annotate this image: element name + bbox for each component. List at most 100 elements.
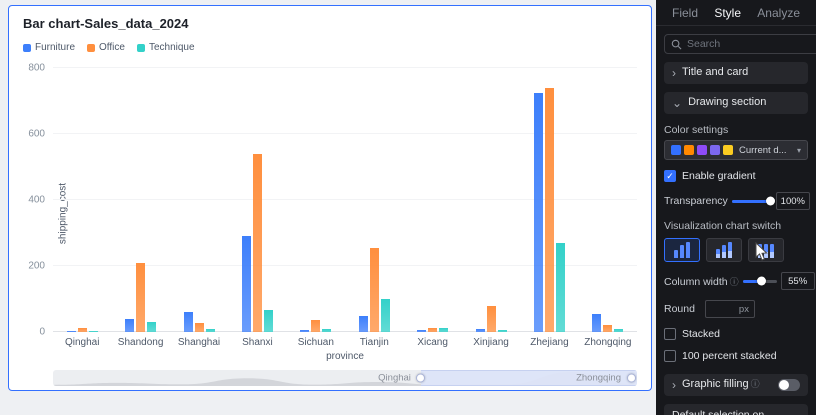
- bar-groups: [53, 68, 637, 332]
- bar-furniture[interactable]: [241, 236, 251, 332]
- palette-color-swatch: [684, 145, 694, 155]
- bar-office[interactable]: [486, 305, 496, 332]
- viz-option-grouped-bar[interactable]: [706, 238, 742, 262]
- legend-label: Furniture: [35, 42, 76, 53]
- bar-furniture[interactable]: [300, 330, 310, 332]
- bar-office[interactable]: [544, 87, 554, 332]
- stacked-label: Stacked: [682, 328, 720, 340]
- datazoom-right-handle[interactable]: [627, 373, 636, 383]
- bar-technique[interactable]: [497, 330, 507, 332]
- viz-option-basic-bar[interactable]: [664, 238, 700, 262]
- bar-technique[interactable]: [205, 329, 215, 332]
- bar-office[interactable]: [369, 247, 379, 332]
- legend-label: Office: [99, 42, 125, 53]
- x-axis-label: Shanghai: [177, 337, 221, 348]
- bar-furniture[interactable]: [475, 329, 485, 332]
- bar-technique[interactable]: [147, 322, 157, 332]
- search-input[interactable]: [687, 38, 816, 50]
- gridline: [53, 67, 637, 68]
- palette-color-swatch: [710, 145, 720, 155]
- bar-group-qinghai[interactable]: [53, 68, 111, 332]
- legend-item-technique[interactable]: Technique: [136, 42, 195, 53]
- bar-group-shanxi[interactable]: [228, 68, 286, 332]
- bar-office[interactable]: [311, 320, 321, 332]
- enable-gradient-row: ✓ Enable gradient: [664, 170, 808, 182]
- bar-group-sichuan[interactable]: [287, 68, 345, 332]
- bar-group-shanghai[interactable]: [170, 68, 228, 332]
- bar-technique[interactable]: [439, 328, 449, 332]
- y-axis-tick: 0: [39, 326, 45, 338]
- bar-group-xinjiang[interactable]: [462, 68, 520, 332]
- x-axis-title: province: [326, 351, 364, 362]
- bar-technique[interactable]: [88, 331, 98, 332]
- bar-technique[interactable]: [555, 242, 565, 332]
- column-width-row: Column width ⓘ 55%: [664, 272, 815, 290]
- section-mobile-default[interactable]: Default selection on mobile end: [664, 404, 808, 415]
- section-title-and-card[interactable]: › Title and card: [664, 62, 808, 84]
- search-row: ⋮: [664, 34, 816, 54]
- slider-handle[interactable]: [757, 276, 767, 286]
- slider-fill: [742, 279, 762, 283]
- palette-dropdown[interactable]: Current d... ▾: [664, 140, 808, 160]
- enable-gradient-label: Enable gradient: [682, 170, 756, 182]
- bar-furniture[interactable]: [417, 330, 427, 332]
- mini-bar-icon: [764, 244, 768, 258]
- search-box[interactable]: [664, 34, 816, 54]
- bar-technique[interactable]: [380, 299, 390, 332]
- info-icon: ⓘ: [750, 379, 760, 390]
- x-axis-label: Shanxi: [242, 337, 273, 348]
- datazoom-slider[interactable]: Qinghai Zhongqing: [53, 370, 637, 386]
- tab-analyze[interactable]: Analyze: [757, 5, 800, 20]
- graphic-filling-toggle[interactable]: [778, 379, 800, 391]
- chevron-down-icon: ⌄: [672, 96, 683, 110]
- slider-handle[interactable]: [765, 196, 775, 206]
- bar-group-tianjin[interactable]: [345, 68, 403, 332]
- legend-item-office[interactable]: Office: [87, 42, 125, 53]
- tab-style[interactable]: Style: [714, 5, 741, 20]
- stacked-checkbox[interactable]: [664, 328, 676, 340]
- bar-group-shandong[interactable]: [111, 68, 169, 332]
- bar-technique[interactable]: [322, 329, 332, 332]
- column-width-value[interactable]: 55%: [780, 272, 815, 290]
- bar-furniture[interactable]: [183, 312, 193, 332]
- bar-office[interactable]: [194, 323, 204, 332]
- bar-furniture[interactable]: [533, 92, 543, 332]
- legend-swatch: [136, 43, 145, 52]
- caret-down-icon: ▾: [796, 145, 801, 155]
- legend-swatch: [87, 43, 96, 52]
- section-drawing[interactable]: ⌄ Drawing section: [664, 92, 808, 114]
- bar-furniture[interactable]: [358, 315, 368, 332]
- mini-bar-icon: [728, 242, 732, 258]
- legend-item-furniture[interactable]: Furniture: [23, 42, 75, 53]
- bar-technique[interactable]: [614, 328, 624, 332]
- bar-technique[interactable]: [263, 310, 273, 332]
- enable-gradient-checkbox[interactable]: ✓: [664, 170, 676, 182]
- section-label: Drawing section: [688, 96, 767, 109]
- bar-office[interactable]: [77, 328, 87, 332]
- mini-bar-icon: [770, 244, 774, 258]
- round-input[interactable]: px: [704, 300, 755, 318]
- gridline: [53, 331, 637, 332]
- bar-furniture[interactable]: [125, 319, 135, 332]
- palette-color-swatch: [723, 145, 733, 155]
- column-width-slider[interactable]: [742, 276, 777, 286]
- bar-group-xicang[interactable]: [403, 68, 461, 332]
- chevron-right-icon: ›: [672, 378, 676, 392]
- bar-group-zhejiang[interactable]: [520, 68, 578, 332]
- bar-office[interactable]: [252, 153, 262, 332]
- tab-field[interactable]: Field: [672, 5, 699, 20]
- bar-group-zhongqing[interactable]: [579, 68, 637, 332]
- graphic-filling-label: Graphic filling ⓘ: [682, 378, 760, 391]
- chart-card[interactable]: Bar chart-Sales_data_2024 Furniture Offic…: [8, 5, 652, 391]
- section-graphic-filling[interactable]: › Graphic filling ⓘ: [664, 374, 808, 396]
- bar-office[interactable]: [428, 328, 438, 332]
- bar-furniture[interactable]: [592, 313, 602, 332]
- datazoom-window[interactable]: [420, 370, 637, 386]
- transparency-slider[interactable]: [731, 196, 775, 206]
- bar-furniture[interactable]: [66, 330, 76, 332]
- percent-stacked-checkbox[interactable]: [664, 350, 676, 362]
- bar-office[interactable]: [136, 262, 146, 332]
- datazoom-left-handle[interactable]: [415, 373, 425, 383]
- transparency-value[interactable]: 100%: [775, 192, 810, 210]
- bar-office[interactable]: [603, 325, 613, 332]
